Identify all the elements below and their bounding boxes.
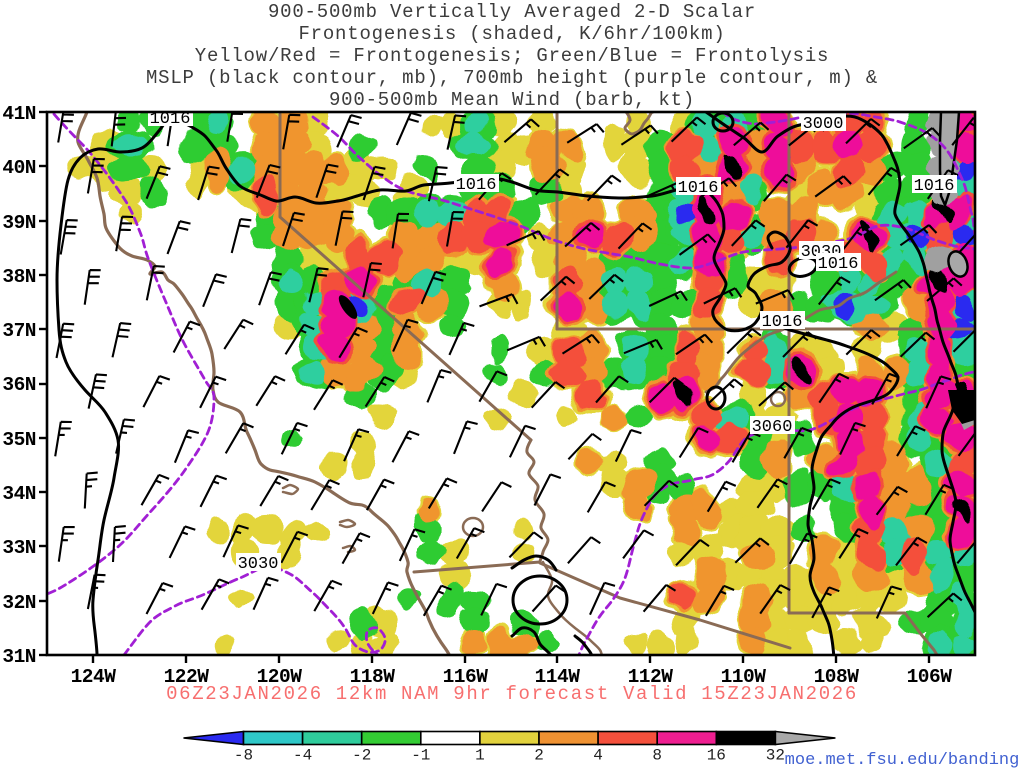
svg-text:38N: 38N [2,266,36,288]
svg-text:3000: 3000 [803,115,844,134]
svg-text:900-500mb Vertically Averaged: 900-500mb Vertically Averaged 2-D Scalar [268,1,756,23]
svg-text:41N: 41N [2,103,36,125]
svg-text:-4: -4 [293,747,312,765]
svg-text:114W: 114W [535,666,581,688]
svg-text:37N: 37N [2,320,36,342]
svg-text:900-500mb Mean Wind (barb, kt): 900-500mb Mean Wind (barb, kt) [329,89,695,111]
svg-text:moe.met.fsu.edu/banding: moe.met.fsu.edu/banding [785,751,1020,768]
svg-text:112W: 112W [628,666,674,688]
svg-text:39N: 39N [2,212,36,234]
svg-text:MSLP (black contour, mb), 700m: MSLP (black contour, mb), 700mb height (… [146,67,878,89]
svg-text:3030: 3030 [238,555,279,574]
svg-text:124W: 124W [71,666,117,688]
svg-text:36N: 36N [2,374,36,396]
svg-text:32: 32 [766,747,785,765]
svg-text:06Z23JAN2026 12km NAM 9hr fore: 06Z23JAN2026 12km NAM 9hr forecast Valid… [166,683,858,705]
svg-text:1016: 1016 [914,177,955,196]
svg-text:Yellow/Red = Frontogenesis; G: Yellow/Red = Frontogenesis; Green/Blue =… [195,45,830,67]
svg-text:35N: 35N [2,429,36,451]
svg-text:1016: 1016 [762,313,803,332]
svg-text:110W: 110W [721,666,767,688]
svg-text:40N: 40N [2,157,36,179]
svg-text:34N: 34N [2,483,36,505]
svg-text:31N: 31N [2,646,36,668]
svg-text:122W: 122W [164,666,210,688]
svg-text:1016: 1016 [678,179,719,198]
svg-text:8: 8 [652,747,662,765]
svg-text:1016: 1016 [150,110,191,129]
svg-text:108W: 108W [814,666,860,688]
svg-text:Frontogenesis (shaded, K/6hr/1: Frontogenesis (shaded, K/6hr/100km) [298,23,725,45]
svg-text:-2: -2 [352,747,371,765]
svg-text:3060: 3060 [752,418,793,437]
svg-text:116W: 116W [443,666,489,688]
svg-text:120W: 120W [257,666,303,688]
svg-text:1: 1 [475,747,485,765]
svg-text:1016: 1016 [456,176,497,195]
svg-text:1016: 1016 [818,255,859,274]
svg-text:32N: 32N [2,592,36,614]
svg-text:-8: -8 [234,747,253,765]
svg-text:-1: -1 [411,747,430,765]
svg-text:33N: 33N [2,537,36,559]
svg-text:4: 4 [593,747,603,765]
svg-text:106W: 106W [907,666,953,688]
svg-text:118W: 118W [350,666,396,688]
svg-text:2: 2 [534,747,544,765]
svg-text:16: 16 [707,747,726,765]
